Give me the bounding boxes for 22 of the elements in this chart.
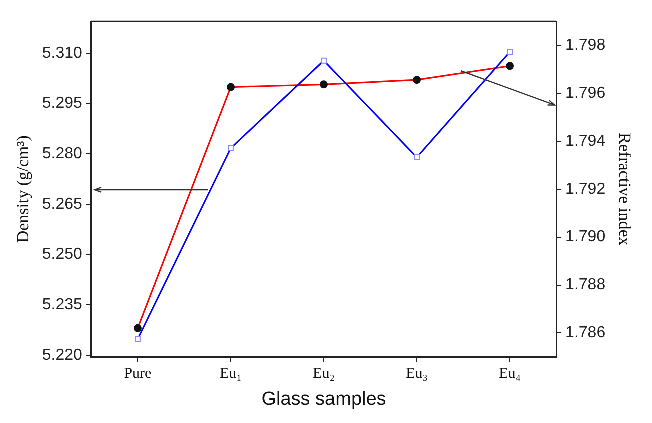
y-tick-label: 5.265 [42,196,83,213]
y2-tick-label: 1.790 [566,228,606,246]
y-tick-label: 5.280 [42,146,83,163]
y-tick-label: 5.310 [42,44,83,62]
y2-tick-label: 1.798 [566,36,606,54]
y-tick-label: 5.250 [42,246,83,264]
y2-tick-label: 1.792 [566,180,606,198]
y2-tick-label: 1.788 [566,276,606,294]
x-axis-title: Glass samples [262,388,386,410]
y-tick-label: 5.220 [42,346,83,364]
y-tick-label: 5.295 [42,95,83,112]
y2-tick-label: 1.796 [566,84,606,102]
x-tick-label: Eu₄ [499,366,521,382]
x-tick-label: Eu₂ [313,366,335,382]
y2-axis-title: Refractive index [615,132,634,246]
y-tick-label: 5.235 [42,296,83,314]
y-axis-title: Density (g/cm³) [14,136,33,244]
x-tick-label: Pure [124,366,152,382]
x-tick-label: Eu₁ [220,366,242,382]
x-tick-label: Eu₃ [406,366,428,382]
y2-tick-label: 1.794 [566,132,606,150]
y2-tick-label: 1.786 [566,324,606,342]
